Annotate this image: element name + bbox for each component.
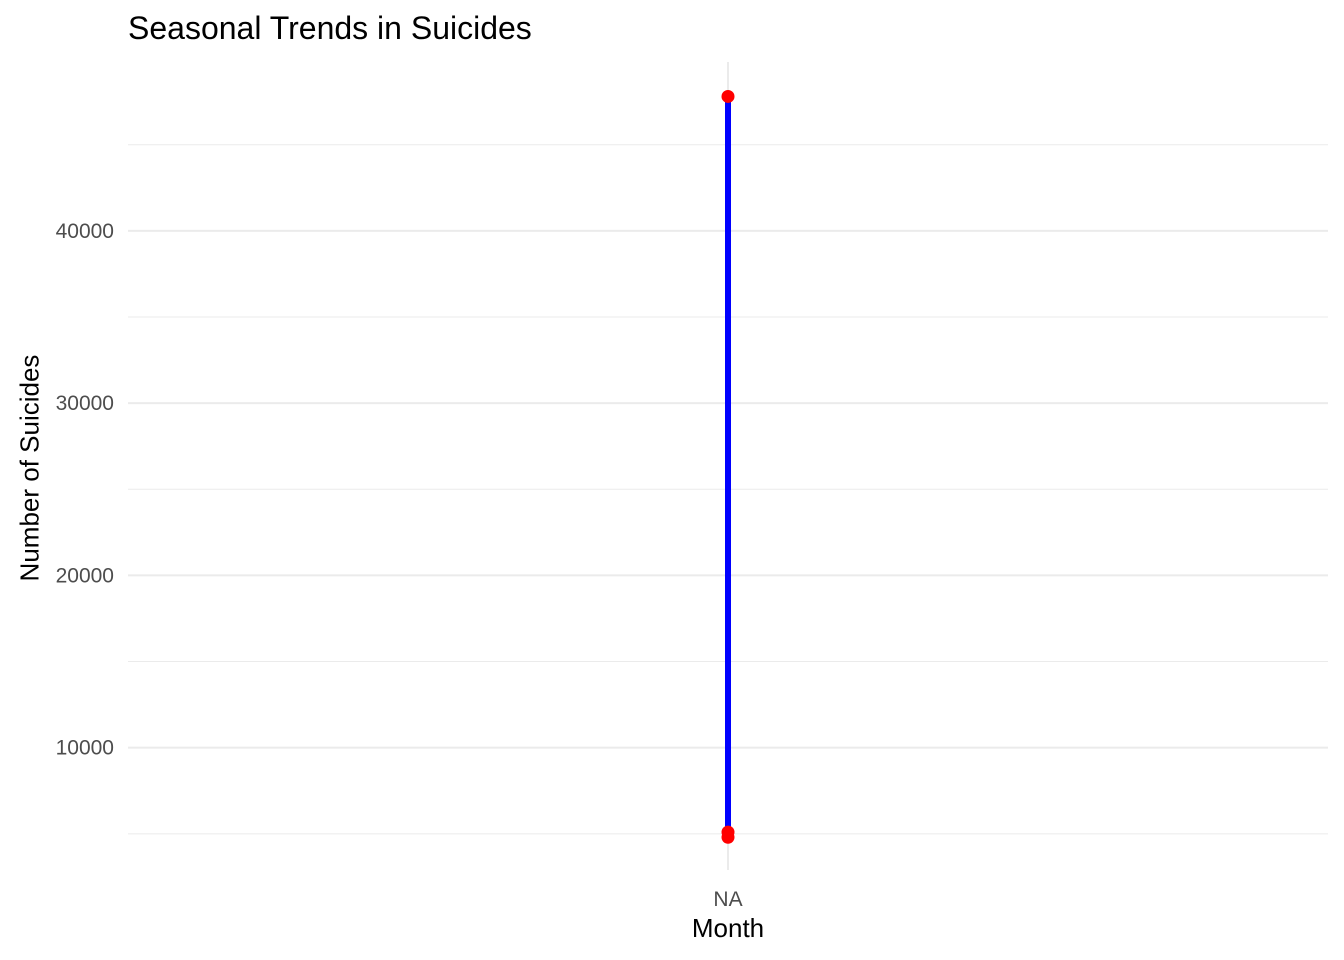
x-tick-label: NA xyxy=(713,888,742,911)
data-point xyxy=(721,830,735,844)
x-axis-label: Month xyxy=(691,913,765,943)
chart-title: Seasonal Trends in Suicides xyxy=(128,10,532,46)
y-tick-label: 10000 xyxy=(56,737,114,760)
data-point xyxy=(721,89,735,103)
y-tick-label: 20000 xyxy=(56,564,114,587)
y-tick-label: 40000 xyxy=(56,220,114,243)
y-tick-label: 30000 xyxy=(56,392,114,415)
